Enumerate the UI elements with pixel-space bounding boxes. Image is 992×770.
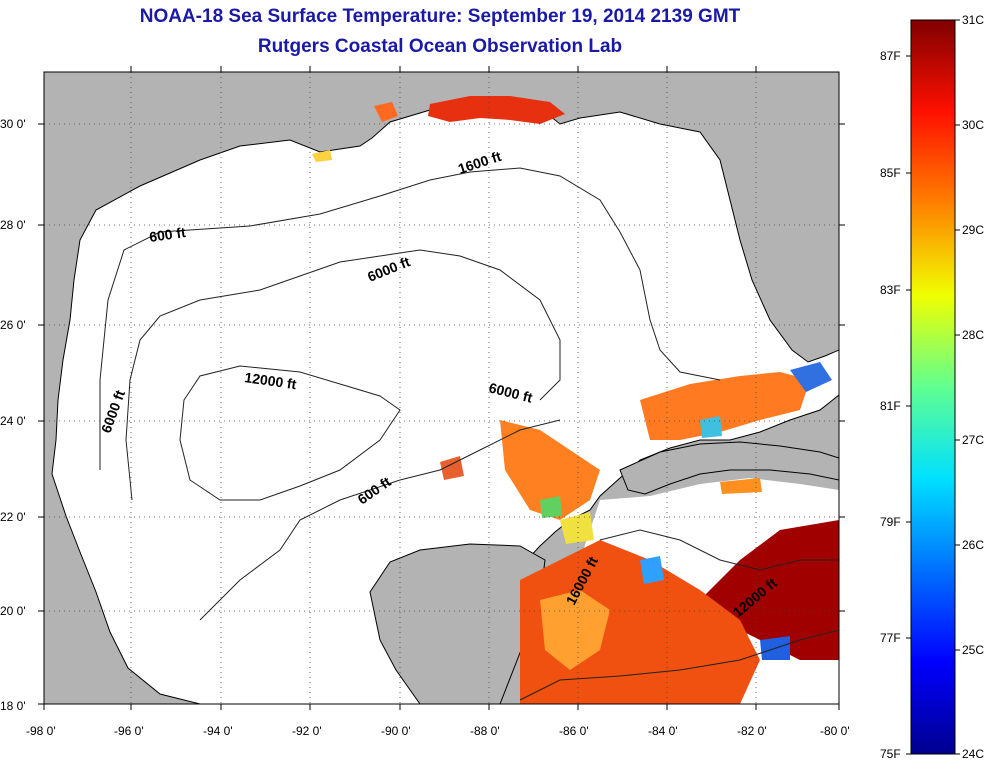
lon-label: -88 0' bbox=[470, 724, 500, 738]
sst-patch-green bbox=[540, 496, 562, 518]
map-title: NOAA-18 Sea Surface Temperature: Septemb… bbox=[139, 6, 741, 27]
lon-label: -98 0' bbox=[26, 724, 56, 738]
colorbar-c-label: 25C bbox=[962, 643, 985, 657]
contour-label-12000ft: 12000 ft bbox=[244, 369, 298, 392]
sst-patch-mississippi bbox=[428, 96, 565, 124]
sst-patch-gulf-east bbox=[440, 456, 464, 480]
lat-label: 18 0' bbox=[0, 699, 26, 713]
colorbar-f-label: 81F bbox=[880, 399, 901, 413]
sst-patch-yellow bbox=[560, 512, 594, 544]
axis-tick-marks bbox=[38, 66, 845, 710]
sst-patch-straits-florida bbox=[640, 372, 810, 440]
contour-label-600ft-north: 600 ft bbox=[148, 224, 187, 245]
colorbar-c-label: 28C bbox=[962, 328, 985, 342]
contour-caribbean bbox=[519, 629, 839, 701]
lat-label: 26 0' bbox=[0, 318, 26, 332]
grid-lines bbox=[44, 72, 839, 704]
colorbar-c-label: 31C bbox=[962, 13, 985, 27]
lat-label: 20 0' bbox=[0, 604, 26, 618]
latitude-labels: 30 0' 28 0' 26 0' 24 0' 22 0' 20 0' 18 0… bbox=[0, 117, 26, 713]
colorbar-c-label: 26C bbox=[962, 538, 985, 552]
colorbar-f-label: 77F bbox=[880, 631, 901, 645]
sst-field bbox=[312, 96, 839, 704]
cuba bbox=[619, 441, 839, 495]
contour-6000ft-west bbox=[125, 249, 561, 501]
lon-label: -92 0' bbox=[292, 724, 322, 738]
sst-patch-cool-4 bbox=[790, 362, 832, 392]
colorbar-c-label: 27C bbox=[962, 433, 985, 447]
lat-label: 22 0' bbox=[0, 510, 26, 524]
lon-label: -96 0' bbox=[114, 724, 144, 738]
colorbar-f-label: 79F bbox=[880, 515, 901, 529]
colorbar-ticks bbox=[906, 19, 960, 755]
sst-patch-texas bbox=[312, 150, 332, 162]
bathymetry-contours bbox=[99, 167, 839, 701]
colorbar-c-label: 24C bbox=[962, 747, 985, 761]
colorbar-c-label: 29C bbox=[962, 223, 985, 237]
contour-600ft-north bbox=[99, 167, 721, 470]
colorbar-c-label: 30C bbox=[962, 118, 985, 132]
contour-12000ft bbox=[179, 365, 401, 501]
colorbar-f-label: 85F bbox=[880, 166, 901, 180]
lon-label: -82 0' bbox=[737, 724, 767, 738]
lat-label: 30 0' bbox=[0, 117, 26, 131]
contour-600ft-south bbox=[199, 419, 561, 621]
sst-patch-caribbean-mid bbox=[540, 590, 610, 670]
sst-patch-louisiana bbox=[374, 102, 398, 122]
colorbar-f-label: 87F bbox=[880, 49, 901, 63]
sst-patch-cool-3 bbox=[700, 416, 722, 438]
lat-label: 28 0' bbox=[0, 218, 26, 232]
contour-caribbean-2 bbox=[599, 529, 839, 571]
lon-label: -94 0' bbox=[203, 724, 233, 738]
lat-label: 24 0' bbox=[0, 414, 26, 428]
map-frame bbox=[43, 71, 840, 705]
colorbar-f-label: 83F bbox=[880, 283, 901, 297]
sst-patch-cool-1 bbox=[640, 556, 664, 584]
lon-label: -84 0' bbox=[648, 724, 678, 738]
sst-patch-cuba-north bbox=[720, 478, 762, 494]
map-subtitle: Rutgers Coastal Ocean Observation Lab bbox=[257, 36, 623, 57]
lon-label: -86 0' bbox=[559, 724, 589, 738]
lon-label: -80 0' bbox=[820, 724, 850, 738]
colorbar-f-label: 75F bbox=[880, 747, 901, 761]
longitude-labels: -98 0' -96 0' -94 0' -92 0' -90 0' -88 0… bbox=[26, 724, 850, 738]
lon-label: -90 0' bbox=[381, 724, 411, 738]
colorbar bbox=[910, 19, 956, 755]
sst-patch-yucatan-channel bbox=[500, 420, 600, 520]
